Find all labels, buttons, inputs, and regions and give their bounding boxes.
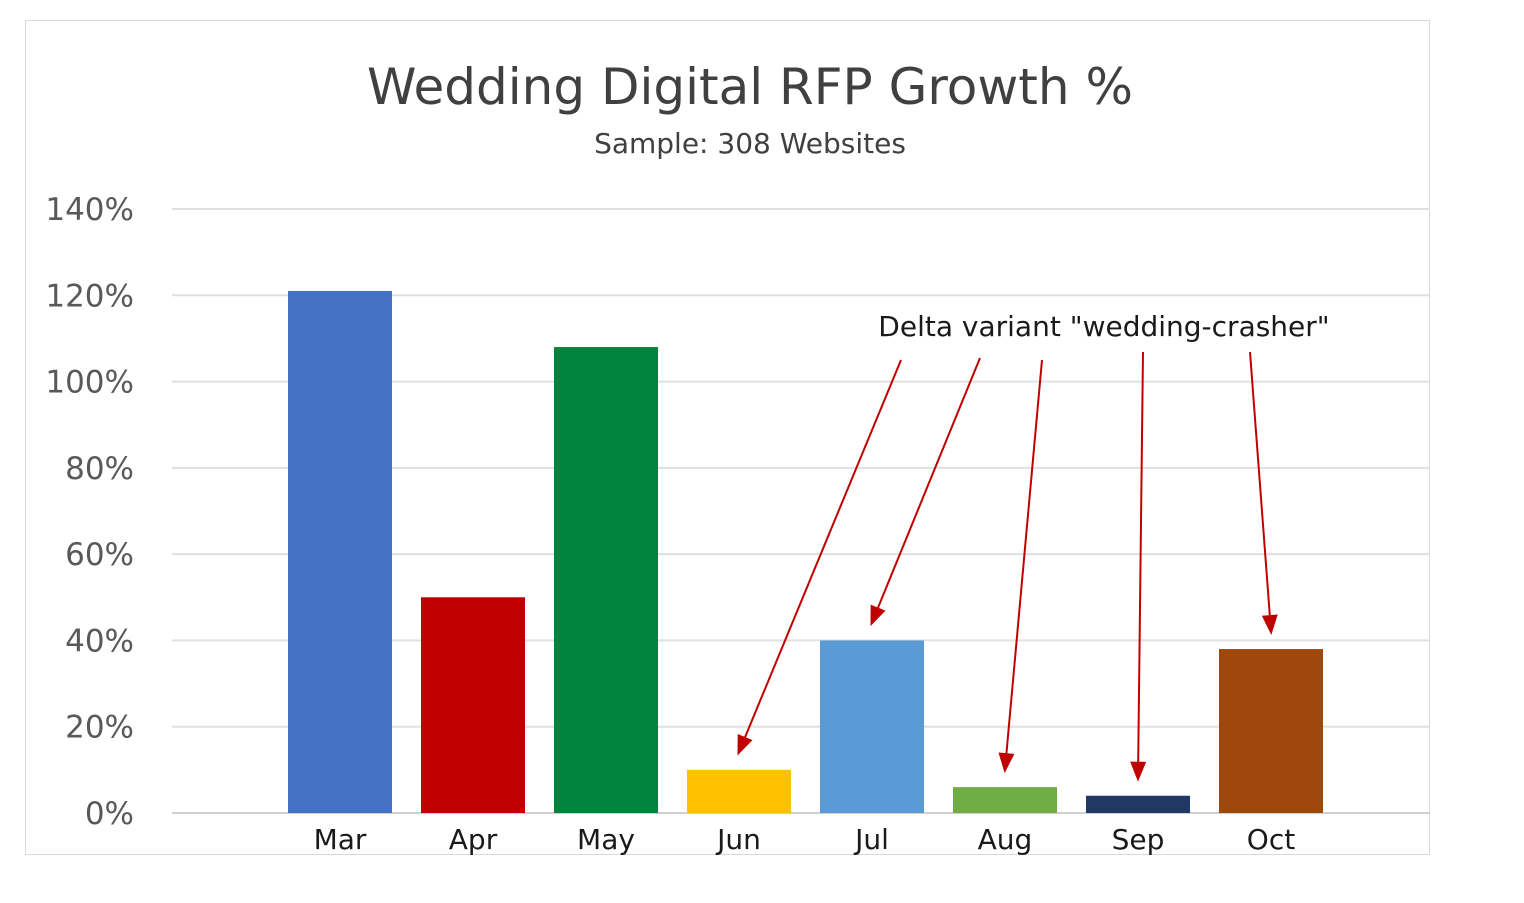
chart-subtitle: Sample: 308 Websites [594, 127, 906, 160]
x-tick-label: Apr [449, 823, 498, 856]
arrowhead-jun [737, 734, 753, 756]
x-tick-label: Aug [978, 823, 1033, 856]
annotation-label: Delta variant "wedding-crasher" [878, 310, 1329, 343]
bar-may [554, 347, 658, 813]
bar-mar [288, 290, 392, 813]
y-tick-label: 120% [45, 278, 134, 314]
x-tick-label: Sep [1112, 823, 1165, 856]
chart-border [25, 20, 1430, 855]
bar-oct [1219, 649, 1323, 813]
x-tick-label: Jul [853, 823, 889, 856]
y-tick-label: 20% [65, 710, 134, 746]
arrowhead-jul [870, 604, 886, 627]
y-tick-label: 100% [45, 365, 134, 401]
x-tick-label: Oct [1247, 823, 1295, 856]
annotation-arrow-oct [1249, 351, 1272, 632]
bars [288, 290, 1323, 813]
y-axis: 0% 20% 40% 60% 80% 100% 120% 140% [45, 192, 134, 832]
bar-apr [421, 597, 525, 813]
bar-jun [687, 769, 791, 813]
x-tick-label: Mar [314, 823, 367, 856]
bar-sep [1086, 795, 1190, 813]
annotation-arrow-sep [1137, 351, 1144, 778]
arrowhead-sep [1130, 761, 1147, 782]
bar-jul [820, 640, 924, 813]
annotation: Delta variant "wedding-crasher" [737, 310, 1330, 782]
x-tick-label: May [577, 823, 635, 856]
chart-title: Wedding Digital RFP Growth % [367, 58, 1133, 116]
y-tick-label: 80% [65, 451, 134, 487]
annotation-arrow-jun [738, 359, 902, 753]
y-tick-label: 60% [65, 537, 134, 573]
annotation-arrow-aug [1004, 359, 1043, 770]
x-tick-label: Jun [715, 823, 761, 856]
arrowhead-oct [1261, 614, 1278, 636]
arrowhead-aug [998, 752, 1015, 774]
x-axis: Mar Apr May Jun Jul Aug Sep Oct [314, 823, 1296, 856]
y-tick-label: 40% [65, 623, 134, 659]
y-tick-label: 0% [85, 796, 134, 832]
annotation-arrow-jul [871, 357, 981, 623]
y-tick-label: 140% [45, 192, 134, 228]
bar-aug [953, 787, 1057, 813]
